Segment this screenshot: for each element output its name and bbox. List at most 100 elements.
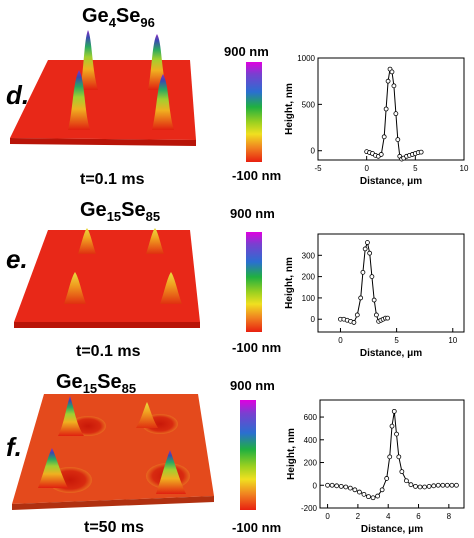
- y-tick-label: 400: [304, 436, 318, 445]
- x-tick-label: 10: [460, 164, 469, 173]
- y-tick-label: -200: [301, 504, 318, 513]
- y-tick-label: 600: [304, 413, 318, 422]
- data-point: [357, 489, 362, 495]
- data-point: [426, 484, 432, 489]
- data-point: [362, 246, 368, 252]
- afm-image-e: Ge15Se85 e. t=0.1 ms 900 nm -100 nm: [6, 199, 281, 360]
- y-axis-label: Height, nm: [284, 257, 295, 309]
- data-point: [399, 469, 405, 475]
- data-point: [365, 240, 370, 245]
- x-tick-label: 5: [413, 164, 418, 173]
- afm-peak: [64, 272, 86, 304]
- afm-image-d: Ge4Se96 d. t=0.1 ms 900 nm -100 nm: [6, 5, 281, 188]
- time-label-f: t=50 ms: [84, 519, 144, 536]
- afm-surface-edge-e: [14, 322, 200, 328]
- data-point: [389, 69, 395, 75]
- afm-surface-edge-d: [10, 138, 196, 146]
- x-tick-label: 6: [416, 512, 421, 521]
- x-tick-label: 5: [394, 336, 399, 345]
- afm-surface-edge-f: [12, 496, 214, 510]
- data-point: [375, 493, 380, 499]
- data-point: [389, 423, 395, 429]
- color-scale-bar-f: [240, 400, 256, 510]
- data-point: [367, 250, 373, 256]
- data-point: [325, 482, 330, 488]
- data-point: [444, 482, 450, 488]
- afm-peak: [160, 272, 182, 304]
- y-tick-label: 300: [302, 251, 316, 260]
- composition-label-d: Ge4Se96: [82, 5, 155, 30]
- data-point: [354, 312, 360, 318]
- data-point: [334, 483, 340, 489]
- afm-peak: [146, 228, 164, 254]
- data-point: [383, 106, 389, 112]
- data-point: [391, 83, 397, 89]
- y-tick-label: 1000: [297, 54, 315, 63]
- data-point: [360, 269, 366, 275]
- data-point: [381, 134, 387, 140]
- data-point: [361, 491, 367, 497]
- x-axis-label: Distance, μm: [361, 524, 423, 535]
- profile-chart-f: 0 2 4 6 8 -200 0 200 400 600 Distance, μm Height, n…: [286, 399, 465, 535]
- y-tick-label: 0: [311, 147, 316, 156]
- x-tick-label: 0: [338, 336, 343, 345]
- x-tick-label: 2: [356, 512, 361, 521]
- data-point: [338, 484, 344, 489]
- data-point: [395, 137, 401, 142]
- afm-peak: [78, 228, 96, 254]
- data-point: [418, 149, 424, 155]
- data-point: [370, 495, 376, 501]
- data-point: [374, 312, 379, 318]
- afm-peak: [58, 396, 84, 436]
- x-tick-label: 8: [447, 512, 452, 521]
- data-point: [371, 297, 377, 303]
- data-point: [393, 111, 399, 117]
- afm-peak: [80, 30, 98, 90]
- data-point: [351, 320, 357, 325]
- y-tick-label: 0: [313, 481, 318, 490]
- data-point: [396, 454, 402, 460]
- afm-surface-d: [10, 60, 196, 140]
- color-scale-bar-e: [246, 232, 262, 332]
- color-scale-bar-d: [246, 62, 262, 162]
- time-label-e: t=0.1 ms: [76, 343, 141, 360]
- data-point: [384, 476, 390, 481]
- scale-max-label-e: 900 nm: [230, 206, 275, 221]
- x-tick-label: 10: [448, 336, 457, 345]
- time-label-d: t=0.1 ms: [80, 171, 145, 188]
- panel-e: Ge15Se85 e. t=0.1 ms 900 nm -100 nm 0 5 10…: [0, 192, 474, 362]
- data-point: [391, 408, 397, 414]
- data-point: [449, 482, 455, 488]
- x-tick-label: 0: [364, 164, 369, 173]
- data-point: [352, 487, 358, 493]
- data-point: [366, 494, 371, 500]
- data-point: [422, 484, 427, 490]
- data-point: [387, 454, 393, 460]
- afm-peak: [38, 448, 68, 488]
- scale-max-label-f: 900 nm: [230, 378, 275, 393]
- data-point: [413, 484, 418, 489]
- afm-peak: [152, 74, 174, 130]
- afm-image-f: Ge15Se85 f. t=50 ms 900 nm -100 nm: [6, 371, 281, 536]
- panel-letter-d: d.: [6, 80, 29, 110]
- scale-min-label-e: -100 nm: [232, 340, 281, 355]
- data-point: [343, 484, 349, 490]
- data-point: [431, 483, 437, 489]
- data-point: [454, 482, 459, 488]
- composition-label-f: Ge15Se85: [56, 371, 136, 396]
- scale-min-label-f: -100 nm: [232, 520, 281, 535]
- data-point: [358, 295, 364, 301]
- data-point: [369, 274, 375, 280]
- afm-peak: [156, 450, 186, 494]
- data-point: [440, 482, 446, 488]
- y-tick-label: 0: [311, 315, 316, 324]
- data-point: [403, 478, 409, 484]
- data-point: [378, 152, 384, 157]
- y-tick-label: 500: [302, 100, 316, 109]
- data-point: [408, 482, 414, 488]
- x-tick-label: 4: [386, 512, 391, 521]
- data-point: [417, 484, 423, 490]
- data-point: [385, 315, 391, 321]
- composition-label-e: Ge15Se85: [80, 199, 160, 224]
